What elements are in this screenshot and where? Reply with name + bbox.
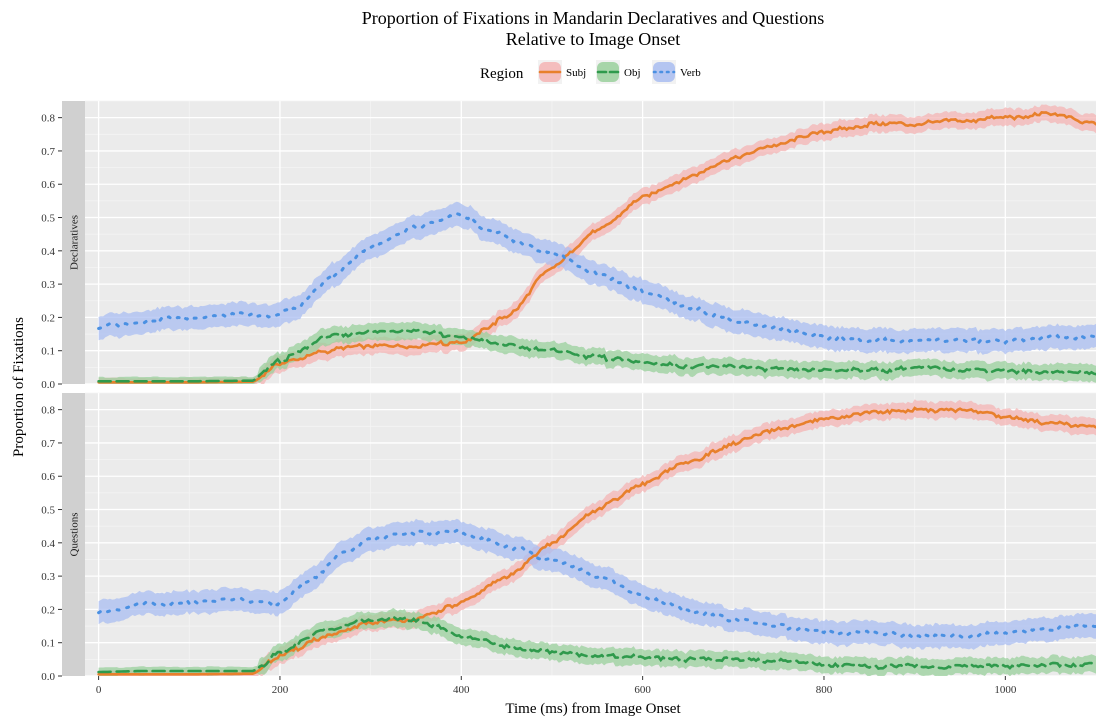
series-group <box>97 399 1096 676</box>
y-tick-label: 0.3 <box>41 279 55 291</box>
series-line-verb <box>97 212 1096 347</box>
facet-strip <box>62 101 85 384</box>
y-tick-label: 0.8 <box>41 405 55 417</box>
ribbon-verb <box>98 201 1096 355</box>
legend-label: Obj <box>624 67 641 79</box>
y-tick-label: 0.6 <box>41 179 55 191</box>
y-tick-label: 0.5 <box>41 213 55 225</box>
series-line-subj <box>97 111 1096 384</box>
panels: 0.00.10.20.30.40.50.60.70.8Declaratives0… <box>41 100 1096 683</box>
y-tick-label: 0.2 <box>41 604 55 616</box>
legend-item-obj: Obj <box>596 60 641 84</box>
panel-declaratives: 0.0 0.1 0.2 0.3 0.4 0.5 0.6 0.7 0.8 Declaratives <box>41 100 1096 391</box>
series-line-obj <box>97 328 1096 383</box>
legend-item-verb: Verb <box>652 60 701 84</box>
series-line-verb <box>97 528 1096 640</box>
panel-questions: 0.0 0.1 0.2 0.3 0.4 0.5 0.6 0.7 0.8 Questions <box>41 392 1096 683</box>
lines <box>97 111 1096 384</box>
legend-key-ribbon <box>653 62 675 82</box>
chart-title: Proportion of Fixations in Mandarin Decl… <box>362 8 824 28</box>
x-tick-label: 200 <box>272 684 289 696</box>
y-tick-label: 0.1 <box>41 638 55 650</box>
legend-item-subj: Subj <box>538 60 586 84</box>
x-tick-label: 800 <box>816 684 833 696</box>
x-tick-label: 400 <box>453 684 470 696</box>
series-group <box>97 104 1096 384</box>
facet-strip-label: Declaratives <box>69 215 81 270</box>
legend-label: Verb <box>680 67 701 79</box>
y-tick-label: 0.6 <box>41 471 55 483</box>
y-tick-label: 0.3 <box>41 571 55 583</box>
legend: Region Subj Obj Verb <box>480 60 701 84</box>
ribbon-verb <box>98 518 1096 650</box>
y-tick-label: 0.0 <box>41 671 55 683</box>
legend-label: Subj <box>566 67 586 79</box>
facet-strip <box>62 393 85 676</box>
y-tick-label: 0.0 <box>41 379 55 391</box>
x-axis-title: Time (ms) from Image Onset <box>505 701 681 717</box>
lines <box>97 406 1096 676</box>
x-tick-label: 1000 <box>994 684 1017 696</box>
legend-key-ribbon <box>597 62 619 82</box>
y-tick-label: 0.2 <box>41 312 55 324</box>
chart-subtitle: Relative to Image Onset <box>506 29 680 49</box>
y-tick-label: 0.4 <box>41 538 55 550</box>
y-tick-label: 0.7 <box>41 438 55 450</box>
facet-strip-label: Questions <box>69 513 81 557</box>
x-tick-label: 600 <box>634 684 651 696</box>
series-line-obj <box>97 615 1096 674</box>
y-tick-label: 0.4 <box>41 246 55 258</box>
y-tick-label: 0.7 <box>41 146 55 158</box>
y-tick-label: 0.5 <box>41 505 55 517</box>
legend-title: Region <box>480 66 524 82</box>
y-tick-label: 0.8 <box>41 113 55 125</box>
y-axis-title: Proportion of Fixations <box>11 317 27 457</box>
x-tick-label: 0 <box>96 684 102 696</box>
x-axis: 0 200 400 600 800 1000 <box>96 676 1017 696</box>
y-tick-label: 0.1 <box>41 346 55 358</box>
